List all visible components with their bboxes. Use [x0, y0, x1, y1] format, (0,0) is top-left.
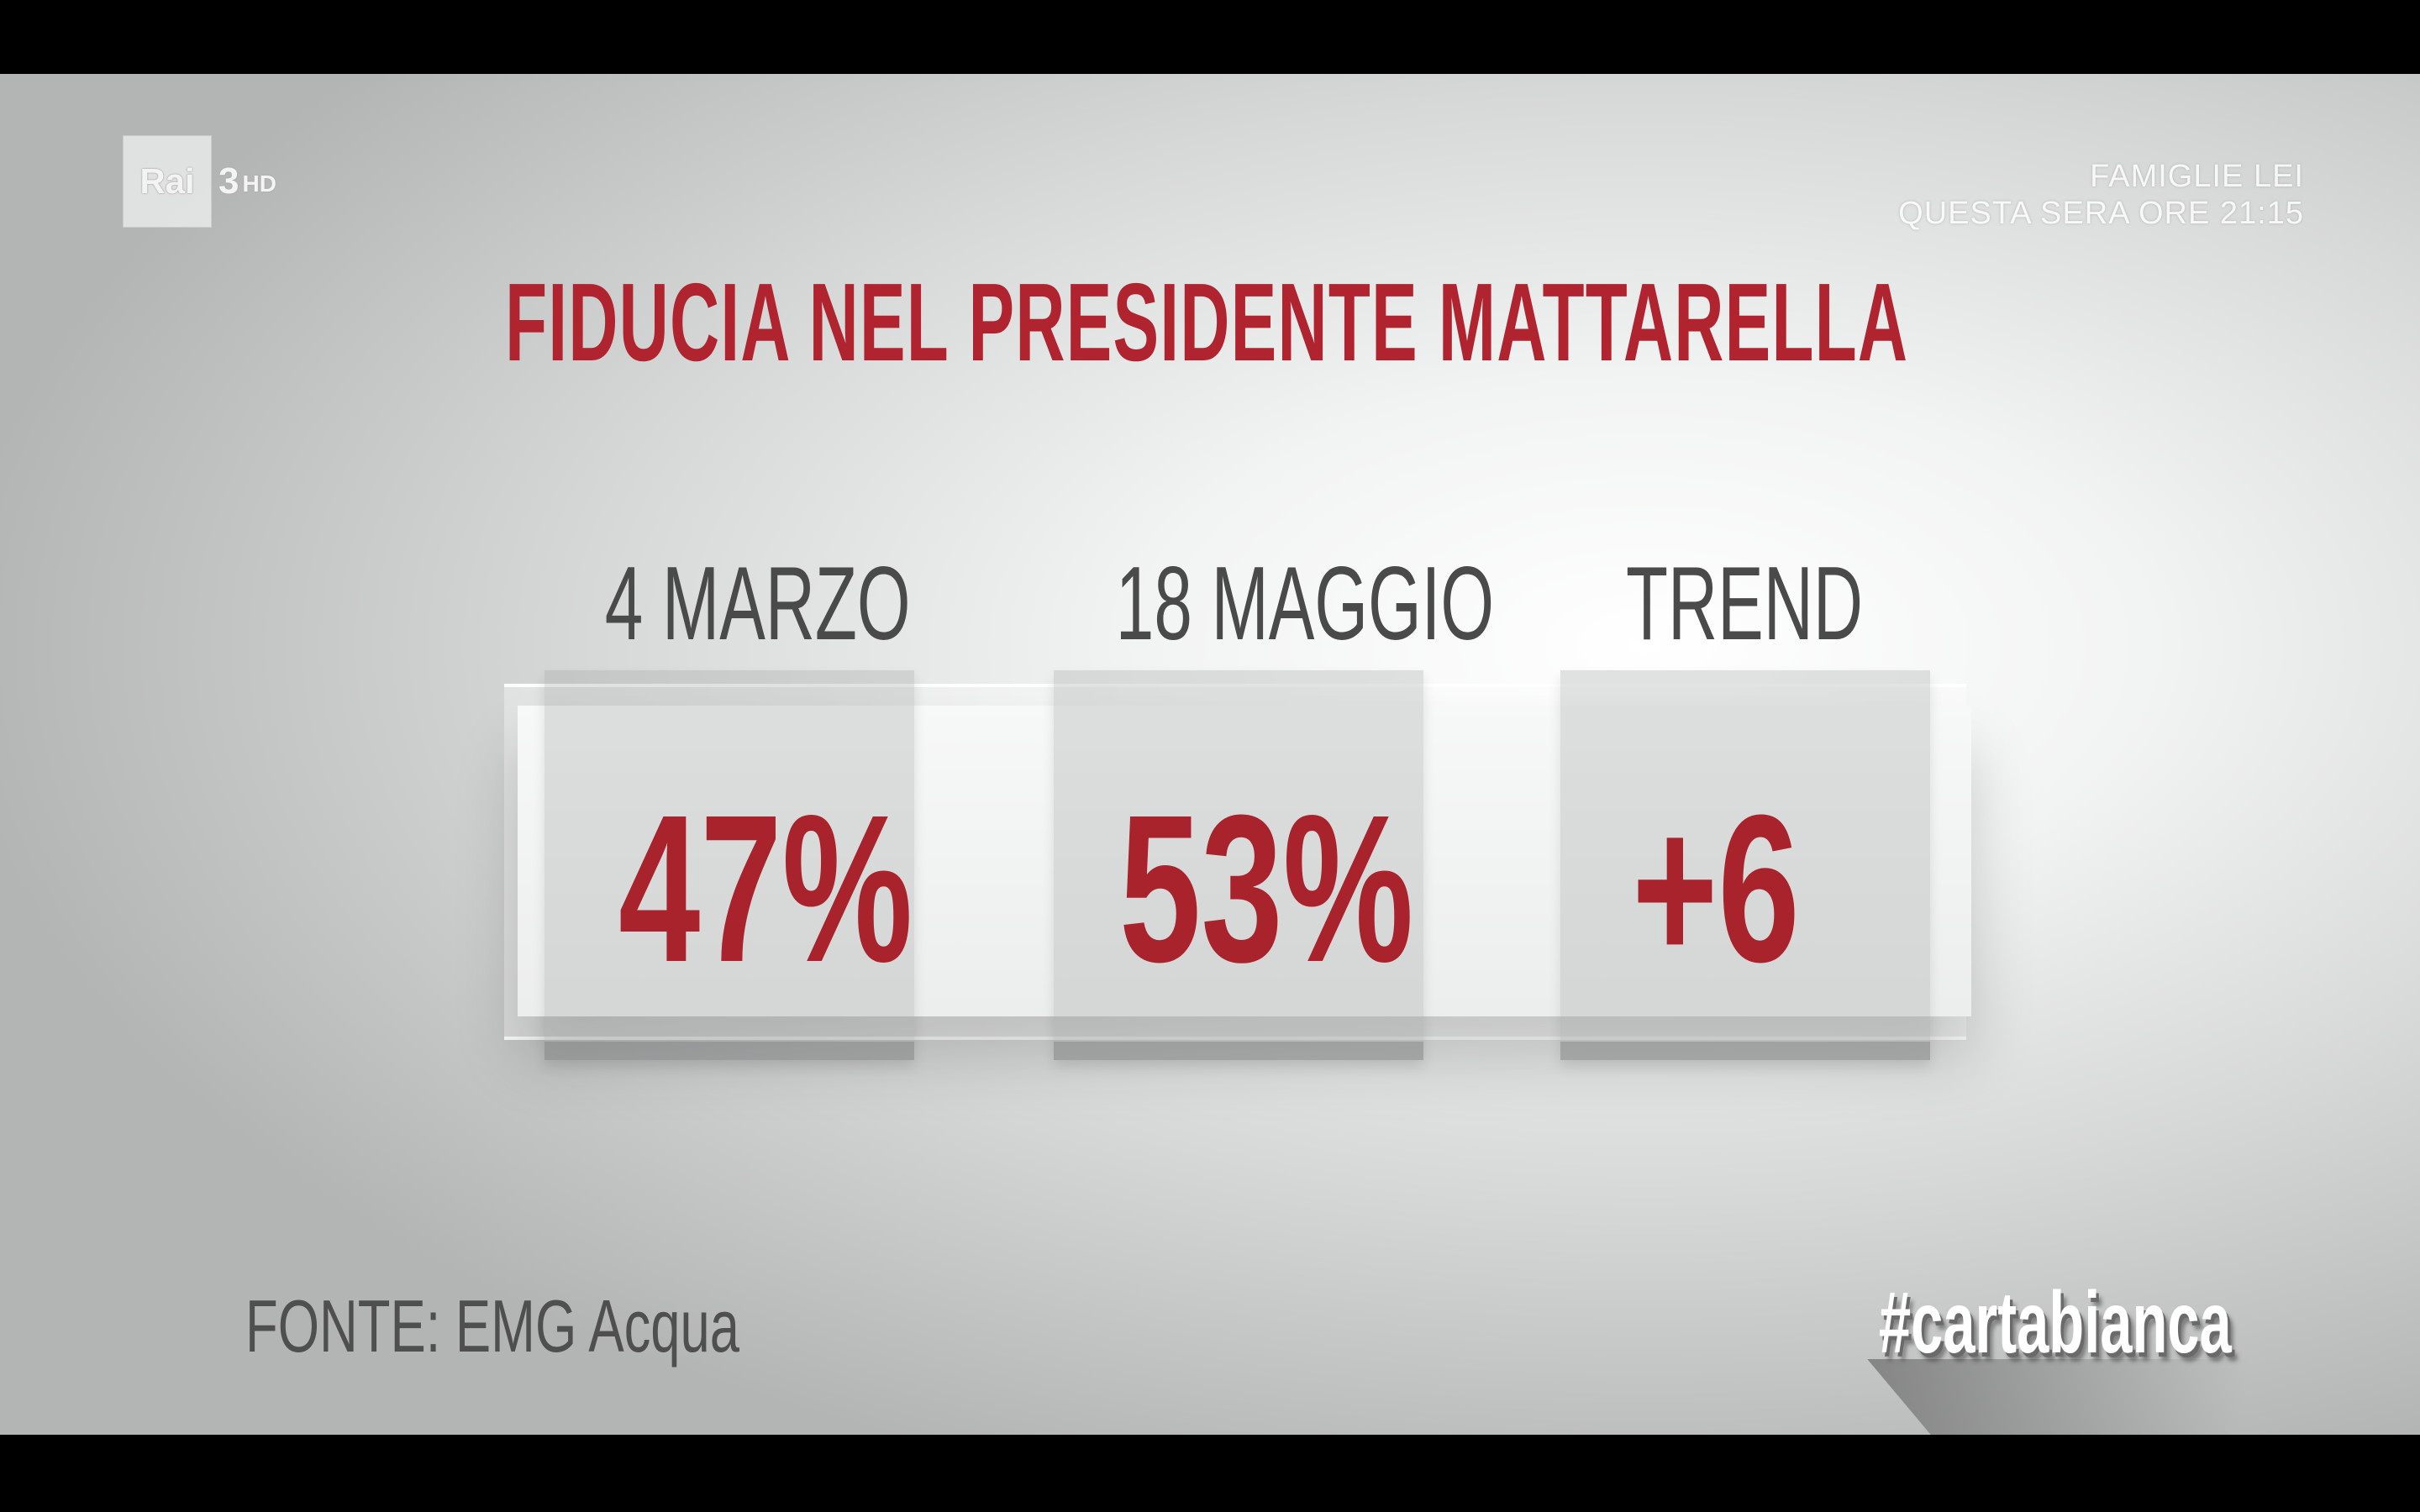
column-label-march: 4 MARZO [604, 546, 911, 662]
letterbox-top [0, 0, 2420, 74]
value-cell-trend [1560, 670, 1930, 1060]
value-may: 53% [1119, 771, 1414, 1005]
channel-number: 3 [218, 160, 239, 202]
promo-overlay: FAMIGLIE LEI QUESTA SERA ORE 21:15 [1898, 158, 2304, 232]
channel-quality: HD [242, 171, 276, 197]
table-panel-front [518, 706, 1971, 1016]
promo-line-2: QUESTA SERA ORE 21:15 [1898, 196, 2304, 231]
letterbox-bottom [0, 1435, 2420, 1512]
value-cell-may [1054, 670, 1423, 1060]
cell-shadow-edge [1054, 1042, 1423, 1060]
cell-shadow-edge [1560, 1042, 1930, 1060]
cell-shadow-edge [544, 1042, 914, 1060]
source-caption: FONTE: EMG Acqua [245, 1284, 740, 1368]
rai-logo-text: Rai [139, 161, 195, 201]
value-march: 47% [618, 771, 913, 1005]
channel-logo: Rai 3 HD [123, 135, 276, 228]
value-trend: +6 [1632, 771, 1800, 1005]
value-cell-march [544, 670, 914, 1060]
column-label-trend: TREND [1626, 546, 1863, 662]
promo-line-1: FAMIGLIE LEI [2090, 159, 2304, 194]
graphic-title: FIDUCIA NEL PRESIDENTE MATTARELLA [505, 260, 1909, 384]
column-label-may: 18 MAGGIO [1115, 546, 1495, 662]
rai-logo-icon: Rai [123, 135, 212, 228]
broadcast-graphic: Rai 3 HD FAMIGLIE LEI QUESTA SERA ORE 21… [0, 74, 2420, 1435]
show-hashtag: #cartabianca [1879, 1274, 2232, 1372]
